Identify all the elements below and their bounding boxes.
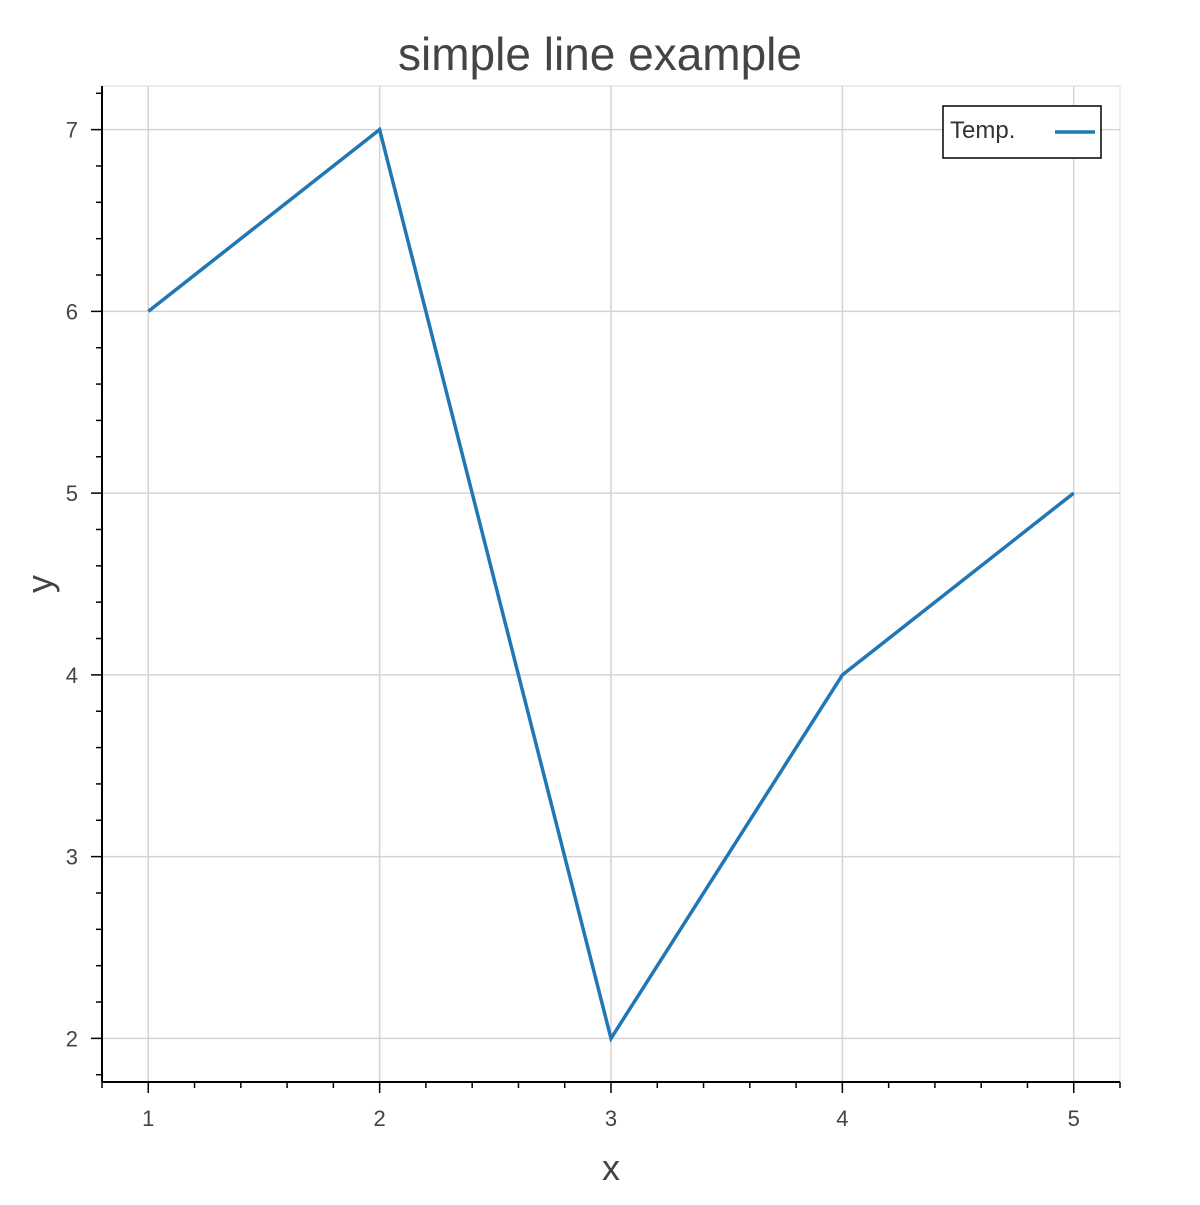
y-tick-label: 4	[66, 663, 78, 688]
series-layer	[147, 126, 1075, 1043]
y-tick-label: 3	[66, 845, 78, 870]
x-tick-label: 3	[605, 1106, 617, 1131]
y-tick-label: 7	[66, 118, 78, 143]
y-tick-label: 6	[66, 299, 78, 324]
series-line-temp	[147, 126, 1075, 1043]
legend: Temp.	[942, 105, 1102, 159]
x-tick-label: 5	[1068, 1106, 1080, 1131]
y-tick-label: 2	[66, 1026, 78, 1051]
y-axis-title: y	[19, 575, 60, 593]
grid-lines	[102, 86, 1120, 1082]
x-tick-label: 1	[142, 1106, 154, 1131]
x-axis-title: x	[602, 1147, 620, 1188]
y-tick-label: 5	[66, 481, 78, 506]
chart-title: simple line example	[398, 28, 802, 80]
legend-label-temp: Temp.	[950, 117, 1015, 144]
x-tick-label: 4	[836, 1106, 848, 1131]
x-tick-label: 2	[374, 1106, 386, 1131]
axes: 1 2 3 4 5 2 3 4 5 6 7	[66, 86, 1121, 1131]
